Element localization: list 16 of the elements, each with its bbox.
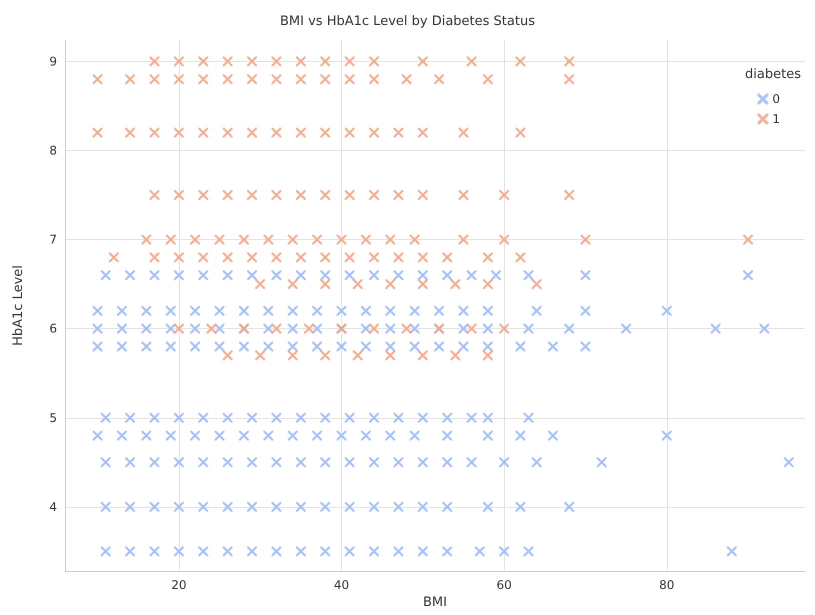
y-tick-label: 8 bbox=[49, 143, 57, 158]
y-tick-label: 5 bbox=[49, 410, 57, 425]
legend-label: 1 bbox=[772, 112, 780, 126]
legend-label: 0 bbox=[772, 92, 780, 106]
y-tick-label: 7 bbox=[49, 232, 57, 247]
x-tick-label: 80 bbox=[659, 578, 674, 592]
y-tick-label: 6 bbox=[49, 322, 57, 336]
x-tick-label: 60 bbox=[496, 578, 512, 592]
x-axis-title: BMI bbox=[423, 594, 447, 610]
y-axis-title: HbA1c Level bbox=[11, 265, 26, 346]
y-tick-label: 9 bbox=[49, 54, 57, 68]
chart-title: BMI vs HbA1c Level by Diabetes Status bbox=[280, 14, 536, 29]
legend-title: diabetes bbox=[745, 67, 802, 82]
x-tick-label: 40 bbox=[334, 578, 350, 592]
x-tick-label: 20 bbox=[171, 578, 186, 592]
y-tick-label: 4 bbox=[49, 500, 57, 514]
